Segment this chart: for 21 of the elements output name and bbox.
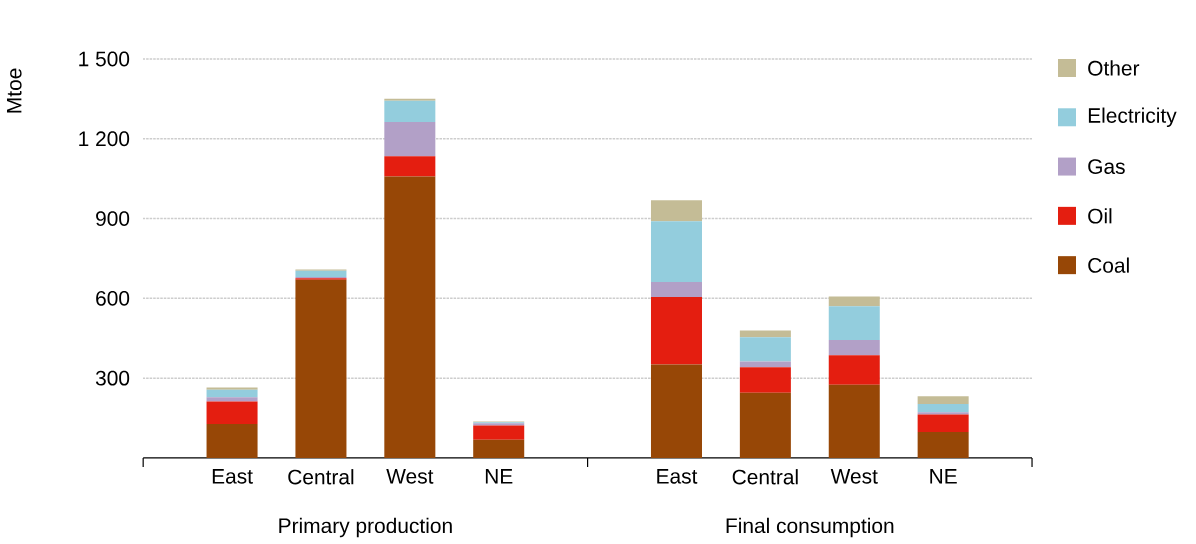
x-tick-label: East bbox=[212, 468, 253, 484]
x-tick-label: NE bbox=[485, 468, 513, 484]
text: Primary production bbox=[279, 517, 452, 538]
y-tick-label: 1 500 bbox=[79, 51, 130, 67]
x-tick-label: Central bbox=[288, 468, 354, 485]
x-tick-label: West bbox=[830, 468, 878, 484]
y-axis-title: Mtoe bbox=[6, 68, 22, 113]
legend-label: Coal bbox=[1088, 257, 1129, 273]
x-tick-label: West bbox=[386, 468, 434, 484]
x-tick-label: Central bbox=[732, 468, 798, 485]
y-tick-label: 900 bbox=[96, 211, 130, 226]
x-tick-label: NE bbox=[930, 468, 957, 484]
y-tick-label: 600 bbox=[96, 290, 130, 306]
legend-label: Other bbox=[1088, 60, 1140, 76]
legend-label: Electricity bbox=[1088, 107, 1177, 127]
legend-label: Oil bbox=[1088, 208, 1112, 224]
text: Final consumption bbox=[726, 517, 894, 538]
x-tick-label: East bbox=[657, 468, 698, 484]
legend-label: Gas bbox=[1088, 159, 1125, 174]
y-tick-label: 300 bbox=[95, 370, 130, 386]
y-tick-label: 1 200 bbox=[79, 131, 130, 147]
